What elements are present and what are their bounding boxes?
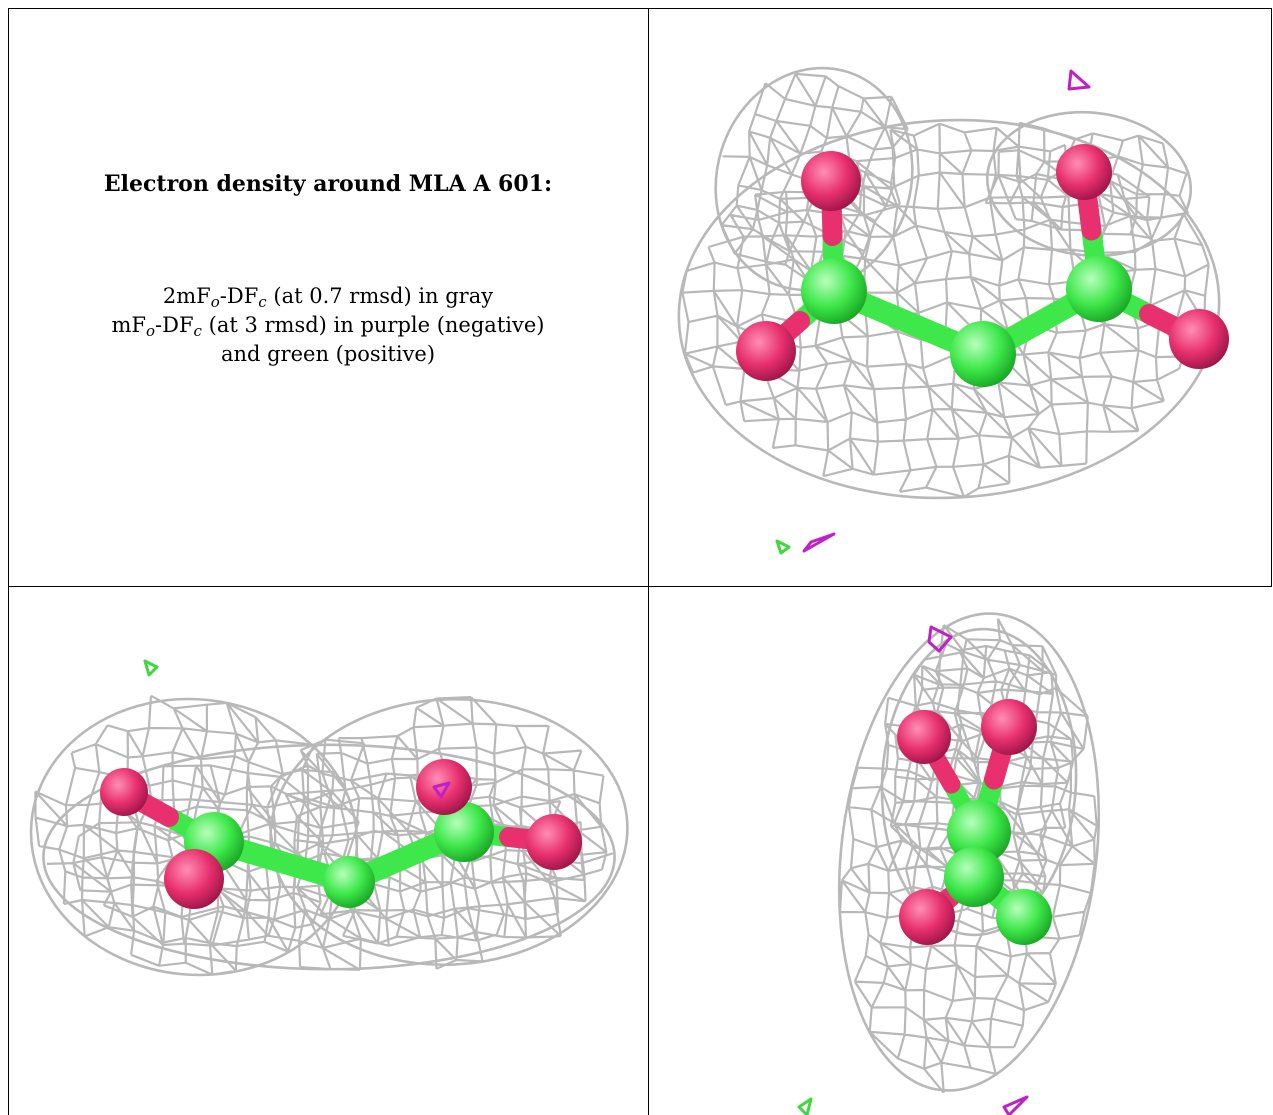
- table-border-row: [8, 586, 1272, 587]
- oxygen-atom: [897, 710, 951, 764]
- negative-density-blob: [1002, 1095, 1029, 1115]
- density-map-top-right: [677, 66, 1229, 555]
- figure-title: Electron density around MLA A 601:: [103, 171, 553, 197]
- oxygen-atom: [1169, 309, 1229, 369]
- table-border-right: [1271, 8, 1272, 586]
- figure-description: 2mFo-DFc (at 0.7 rmsd) in gray mFo-DFc (…: [8, 282, 648, 369]
- oxygen-atom: [736, 321, 796, 381]
- negative-density-blob: [927, 625, 953, 653]
- oxygen-atom: [899, 889, 955, 945]
- carbon-atom: [996, 889, 1052, 945]
- carbon-atom: [947, 800, 1011, 864]
- positive-density-blob: [143, 659, 159, 677]
- positive-density-blob: [775, 539, 791, 555]
- carbon-atom: [1066, 256, 1132, 322]
- carbon-atom: [434, 802, 494, 862]
- carbon-atom: [944, 847, 1004, 907]
- table-border-top: [8, 8, 1272, 9]
- figure-table: Electron density around MLA A 601: 2mFo-…: [8, 8, 1272, 1115]
- oxygen-atom: [1056, 144, 1112, 200]
- table-border-left: [8, 8, 9, 1115]
- positive-density-blob: [797, 1097, 813, 1115]
- view-bottom-left: [9, 587, 648, 1115]
- negative-density-blob: [802, 532, 836, 553]
- carbon-atom: [950, 321, 1016, 387]
- oxygen-atom: [164, 849, 224, 909]
- density-mesh: [714, 66, 914, 292]
- caption-cell: Electron density around MLA A 601: 2mFo-…: [8, 8, 648, 586]
- table-border-middle: [648, 8, 649, 1115]
- oxygen-atom: [526, 814, 582, 870]
- density-map-bottom-left: [29, 659, 629, 977]
- carbon-atom: [801, 258, 867, 324]
- legend-line-positive: and green (positive): [220, 342, 436, 366]
- density-map-bottom-right: [797, 612, 1101, 1115]
- oxygen-atom: [416, 759, 472, 815]
- oxygen-atom: [100, 768, 148, 816]
- legend-line-difference: mFo-DFc (at 3 rmsd) in purple (negative): [111, 313, 545, 340]
- oxygen-atom: [981, 699, 1037, 755]
- carbon-atom: [323, 856, 375, 908]
- view-bottom-right: [649, 587, 1272, 1115]
- negative-density-blob: [1067, 69, 1091, 91]
- legend-line-gray: 2mFo-DFc (at 0.7 rmsd) in gray: [162, 284, 494, 311]
- view-top-right: [649, 9, 1271, 586]
- negative-density-blob: [432, 781, 451, 799]
- oxygen-atom: [801, 151, 861, 211]
